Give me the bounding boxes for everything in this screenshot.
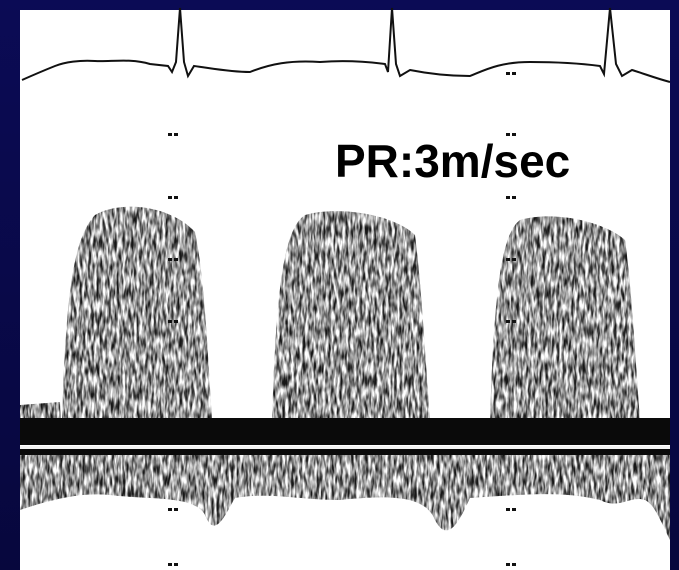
velocity-label: PR:3m/sec: [335, 135, 570, 187]
baseline-band: [20, 418, 670, 445]
ecg-trace: [21, 7, 671, 83]
doppler-spectrum: [20, 206, 670, 560]
baseline-band-lower: [20, 449, 670, 455]
baseline: [20, 446, 670, 449]
